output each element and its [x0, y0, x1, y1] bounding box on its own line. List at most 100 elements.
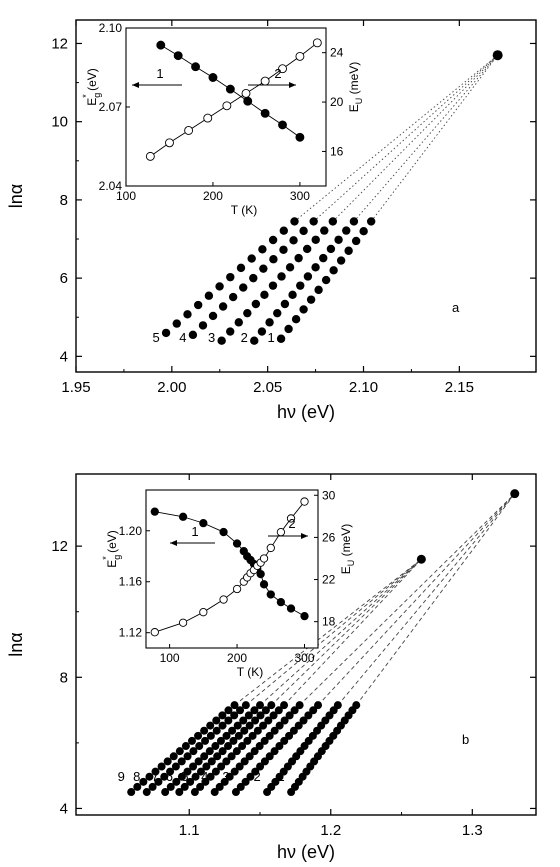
data-point	[239, 283, 248, 292]
data-point	[133, 782, 142, 791]
inset-data-point	[225, 84, 235, 94]
inset-data-point	[278, 64, 287, 74]
data-point	[344, 246, 353, 255]
data-point	[145, 772, 154, 781]
data-point	[198, 321, 208, 330]
data-point	[334, 235, 343, 244]
y-tick-label: 4	[60, 800, 68, 817]
plot-frame	[75, 473, 537, 816]
data-point	[183, 767, 192, 776]
data-point	[321, 275, 331, 285]
data-point	[186, 777, 195, 786]
inset-data-point	[191, 62, 201, 72]
x-tick-label: 1.95	[61, 379, 90, 396]
inset-y-left-tick-label: 2.07	[99, 100, 123, 114]
data-point	[296, 281, 305, 290]
extrapolation-line	[355, 493, 516, 706]
inset-x-tick-label: 200	[203, 189, 223, 203]
data-point	[232, 747, 241, 756]
data-point	[220, 777, 229, 786]
data-point	[245, 752, 254, 761]
data-point	[351, 236, 361, 246]
x-tick-label: 1.3	[462, 822, 483, 839]
inset-data-point	[256, 569, 265, 579]
data-point	[314, 701, 323, 710]
inset-data-point	[232, 539, 242, 548]
extrapolation-line	[283, 558, 422, 706]
data-point	[246, 772, 255, 781]
data-point	[249, 273, 258, 283]
data-point	[216, 736, 225, 745]
data-point	[260, 757, 269, 766]
data-point	[200, 752, 209, 761]
x-tick-label: 2.05	[253, 379, 282, 396]
inset-y-right-tick-label: 22	[322, 573, 336, 587]
data-point	[267, 701, 276, 710]
data-point	[177, 772, 186, 781]
data-point	[250, 336, 259, 345]
inset-y-left-tick-label: 1.12	[119, 626, 143, 640]
data-point	[154, 777, 163, 786]
data-point	[285, 263, 295, 272]
y-tick-label: 8	[60, 192, 68, 209]
extrapolation-line	[299, 493, 516, 706]
data-point	[285, 731, 294, 740]
x-tick-label: 1.1	[179, 822, 200, 839]
inset-y-left-tick-label: 1.16	[119, 575, 143, 589]
data-point	[256, 762, 265, 771]
data-point	[228, 292, 238, 302]
inset-data-point	[150, 507, 159, 516]
curve-label: 9	[118, 769, 125, 784]
inset-data-point	[219, 595, 228, 604]
inset-y-right-tick-label: 26	[322, 530, 336, 544]
inset-x-tick-label: 100	[160, 651, 180, 665]
data-point	[253, 726, 262, 735]
extrapolation-line	[370, 54, 499, 222]
data-point	[268, 235, 278, 245]
inset-data-point	[260, 108, 270, 118]
data-point	[314, 285, 323, 295]
inset-data-point	[203, 113, 213, 123]
data-point	[148, 782, 157, 791]
data-point	[218, 711, 227, 720]
data-point	[239, 716, 248, 725]
data-point	[211, 767, 220, 776]
panel-label: a	[452, 300, 460, 315]
inset-y-left-tick-label: 2.04	[99, 179, 123, 193]
data-point	[196, 782, 205, 791]
data-point	[181, 742, 190, 751]
data-point	[285, 711, 294, 720]
plot-frame	[75, 19, 537, 373]
inset-y-right-label: EU (meV)	[339, 524, 356, 575]
data-point	[230, 767, 239, 776]
data-point	[225, 772, 234, 781]
y-tick-label: 6	[60, 270, 68, 287]
inset-data-point	[145, 151, 155, 161]
data-point	[210, 788, 219, 797]
inset-y-left-tick-label: 2.10	[99, 21, 123, 35]
data-point	[177, 757, 186, 766]
data-point	[326, 244, 336, 254]
inset-series-line	[150, 42, 318, 157]
data-point	[342, 226, 351, 235]
inset-data-point	[178, 618, 188, 627]
data-point	[366, 217, 376, 226]
inset-arrow-head	[301, 533, 308, 539]
curve-label: 1	[267, 330, 274, 345]
data-point	[238, 742, 247, 751]
curve-label: 4	[201, 769, 208, 784]
extrapolation-line	[245, 558, 422, 706]
data-point	[284, 324, 293, 334]
data-point	[204, 291, 214, 300]
data-point	[255, 742, 264, 751]
inset-y-right-tick-label: 24	[330, 46, 344, 60]
data-point	[289, 726, 298, 735]
data-point	[236, 782, 245, 791]
data-point	[275, 742, 284, 751]
data-point	[213, 752, 222, 761]
y-axis-label: lnα	[6, 632, 26, 656]
data-point	[189, 762, 198, 771]
data-point	[163, 757, 172, 766]
data-point	[268, 281, 278, 290]
